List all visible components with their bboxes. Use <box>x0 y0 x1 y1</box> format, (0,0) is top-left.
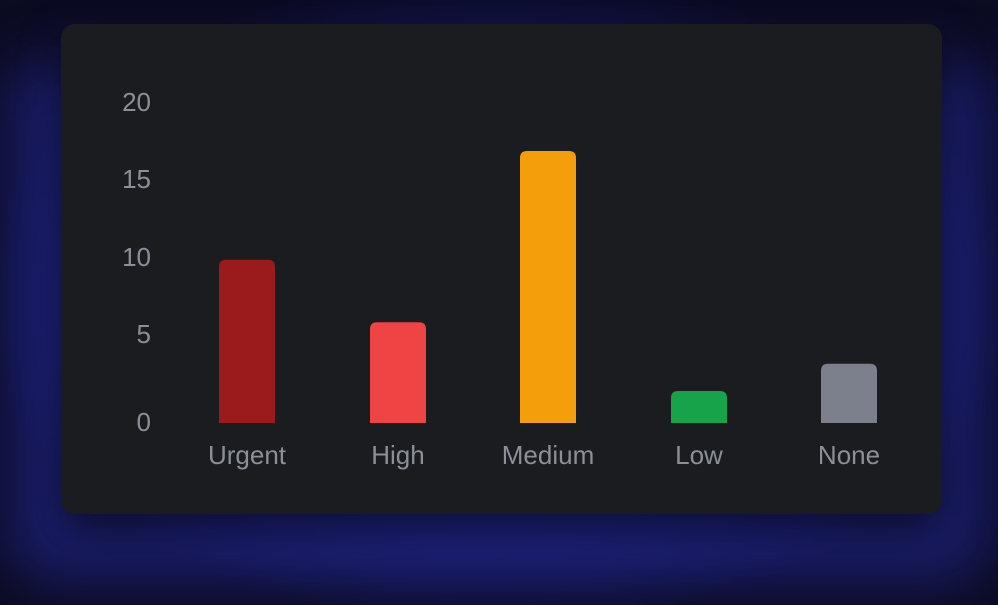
x-tick-label: Low <box>675 440 723 470</box>
bars-group <box>219 151 877 423</box>
bar-medium[interactable] <box>520 151 576 423</box>
x-tick-label: None <box>818 440 880 470</box>
y-axis: 0 5 10 15 20 <box>122 87 151 437</box>
bar-none[interactable] <box>821 363 877 423</box>
y-tick-label: 0 <box>137 407 151 437</box>
bar-urgent[interactable] <box>219 259 275 423</box>
bar-high[interactable] <box>370 322 426 423</box>
y-tick-label: 10 <box>122 242 151 272</box>
x-tick-label: Urgent <box>208 440 287 470</box>
x-tick-label: Medium <box>502 440 594 470</box>
y-tick-label: 5 <box>137 319 151 349</box>
priority-bar-chart: 0 5 10 15 20 Urgent High Medium Low None <box>122 87 880 470</box>
chart-card: 0 5 10 15 20 Urgent High Medium Low None <box>61 24 942 514</box>
y-tick-label: 20 <box>122 87 151 117</box>
x-axis: Urgent High Medium Low None <box>208 440 880 470</box>
bar-low[interactable] <box>671 391 727 423</box>
y-tick-label: 15 <box>122 164 151 194</box>
x-tick-label: High <box>371 440 424 470</box>
